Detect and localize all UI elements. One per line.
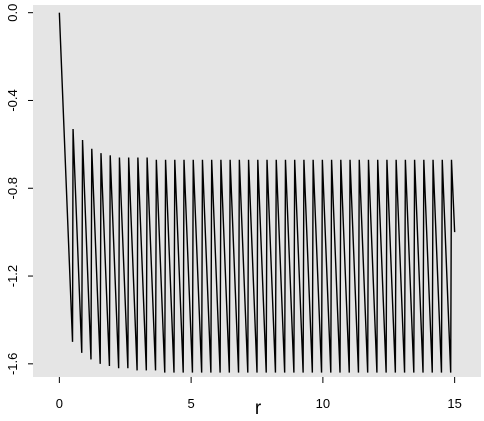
x-axis-title: r — [255, 398, 262, 419]
x-tick-label: 0 — [56, 396, 63, 411]
y-tick-label: 0.0 — [5, 4, 20, 22]
y-tick-label: -0.4 — [5, 89, 20, 111]
y-axis: 0.0 -0.4 -0.8 -1.2 -1.6 — [5, 4, 33, 375]
y-tick-label: -1.6 — [5, 353, 20, 375]
x-axis: 0 5 10 15 — [56, 377, 462, 411]
x-tick-label: 5 — [188, 396, 195, 411]
y-tick-label: -0.8 — [5, 177, 20, 199]
x-tick-label: 10 — [316, 396, 330, 411]
x-tick-label: 15 — [447, 396, 461, 411]
series-line — [58, 12, 456, 373]
y-tick-label: -1.2 — [5, 265, 20, 287]
